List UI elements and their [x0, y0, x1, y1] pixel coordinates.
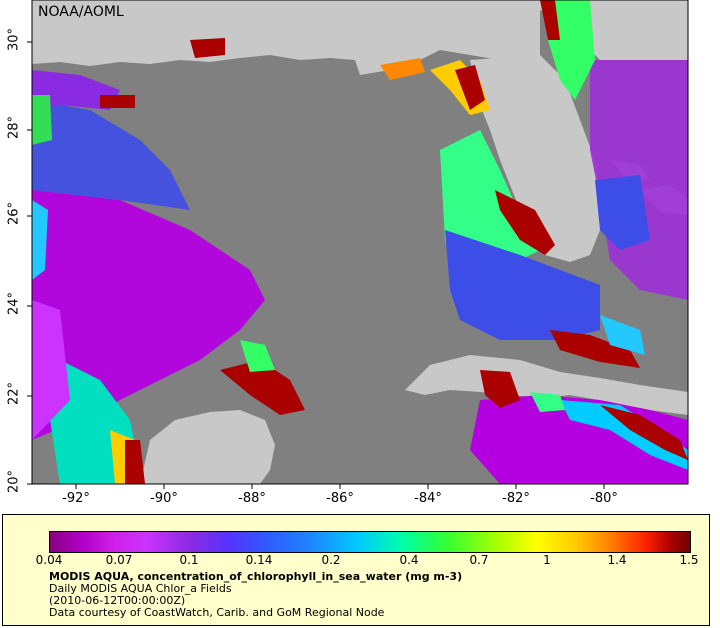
x-tick-label: -90° [150, 491, 178, 506]
caption-time: (2010-06-12T00:00:00Z) [49, 594, 186, 607]
legend-panel: 0.04 0.07 0.1 0.14 0.2 0.4 0.7 1 1.4 1.5… [2, 514, 710, 626]
colorbar [49, 531, 691, 553]
land-cuba [405, 355, 688, 415]
y-tick-label: 22° [6, 381, 22, 406]
y-tick-label: 28° [6, 115, 22, 140]
colorbar-tick-label: 0.04 [35, 553, 63, 567]
x-ticks [75, 484, 605, 489]
colorbar-tick-label: 1.4 [607, 553, 627, 567]
x-tick-label: -84° [414, 491, 442, 506]
credit-label: NOAA/AOML [38, 4, 124, 20]
x-tick-label: -88° [238, 491, 266, 506]
x-tick-label: -82° [502, 491, 530, 506]
map-frame-border [31, 0, 689, 485]
x-tick-label: -92° [62, 491, 90, 506]
caption-title: MODIS AQUA, concentration_of_chlorophyll… [49, 570, 463, 583]
caption-credit: Data courtesy of CoastWatch, Carib. and … [49, 606, 385, 619]
colorbar-tick-label: 1 [543, 553, 551, 567]
y-ticks [27, 41, 32, 485]
y-tick-label: 24° [6, 291, 22, 316]
land-yucatan [140, 410, 275, 484]
y-tick-label: 26° [6, 201, 22, 226]
chlorophyll-map [27, 0, 689, 489]
colorbar-tick-label: 0.07 [105, 553, 133, 567]
x-tick-label: -80° [590, 491, 618, 506]
y-tick-label: 30° [6, 27, 22, 52]
x-tick-label: -86° [326, 491, 354, 506]
colorbar-tick-label: 1.5 [679, 553, 699, 567]
caption-subtitle: Daily MODIS AQUA Chlor_a Fields [49, 582, 232, 595]
colorbar-tick-label: 0.4 [399, 553, 419, 567]
map-area: NOAA/AOML 20° 22° 24° 26° 28° 30° -92° -… [6, 0, 689, 506]
y-tick-label: 20° [6, 469, 22, 494]
colorbar-tick-label: 0.7 [469, 553, 489, 567]
colorbar-tick-label: 0.1 [179, 553, 199, 567]
colorbar-tick-label: 0.14 [245, 553, 273, 567]
land-florida [470, 55, 600, 262]
colorbar-tick-label: 0.2 [321, 553, 341, 567]
